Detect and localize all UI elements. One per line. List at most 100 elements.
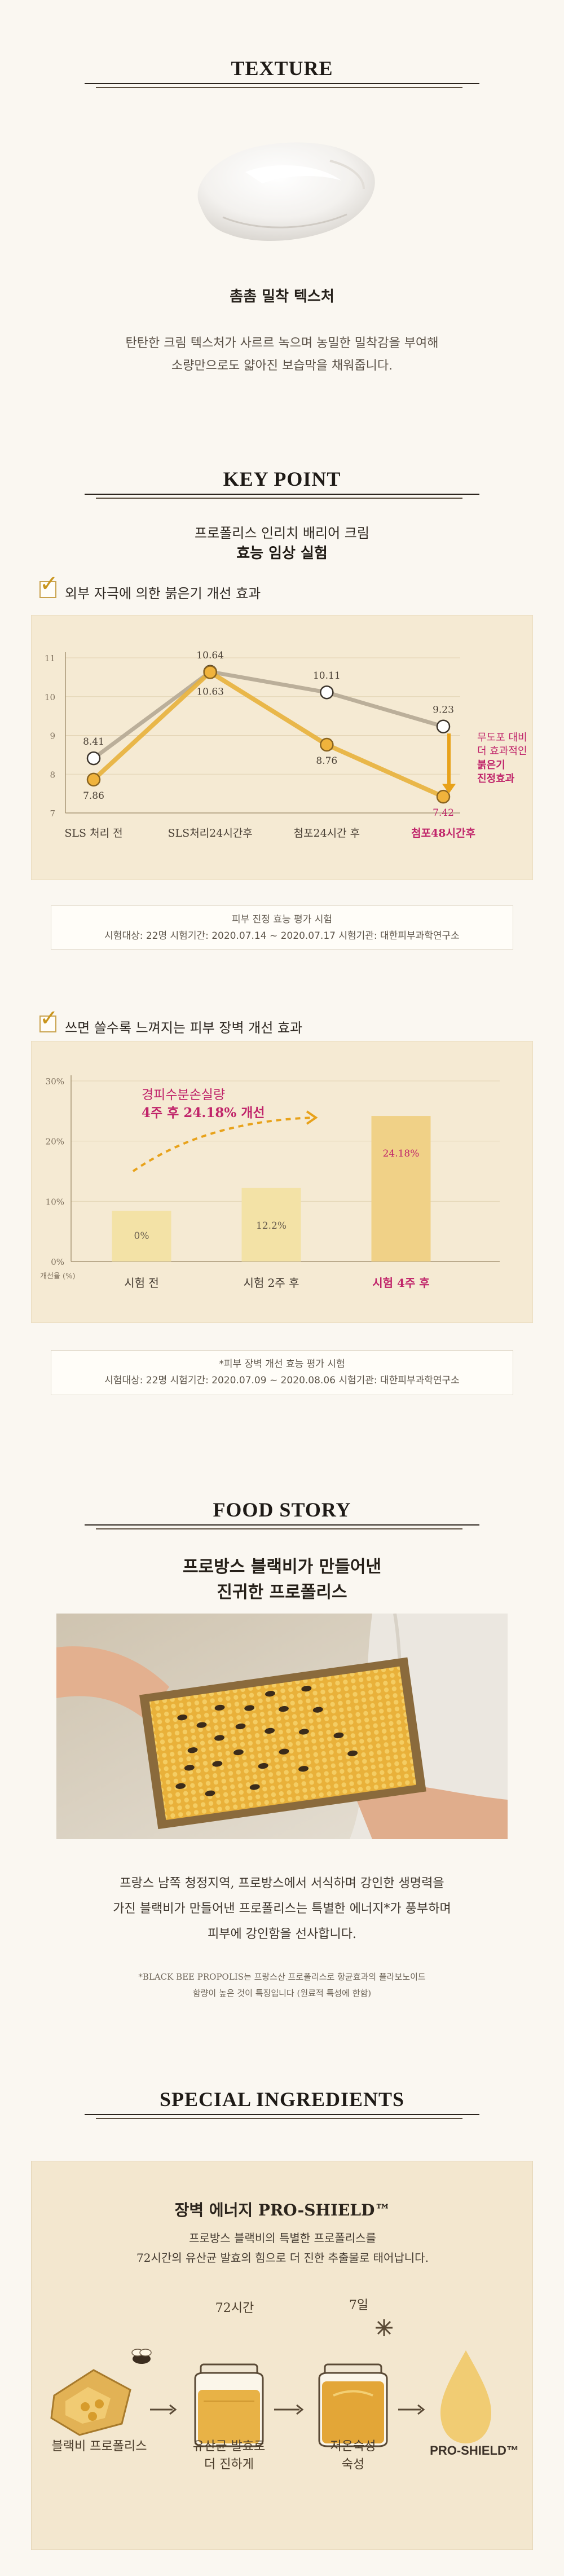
texture-heading-rule	[85, 82, 479, 90]
snowflake-icon	[376, 2319, 393, 2336]
hydration-label: 쓰면 쓸수록 느껴지는 피부 장벽 개선 효과	[65, 1020, 303, 1036]
step2-label: 유산균 발효로 더 진하게	[184, 2438, 274, 2474]
foodstory-footnote-line1: *BLACK BEE PROPOLIS는 프랑스산 프로폴리스로 항균효과의 플…	[138, 1972, 426, 1982]
hydration-chart-panel: 30% 20% 10% 0% 개선율 (%) 0% 시험 전 12.2% 시험 2주 후 24.1…	[31, 1041, 533, 1323]
y-tick-label: 10%	[46, 1197, 64, 1207]
keypoint-heading-rule	[85, 493, 479, 500]
redness-note-line1: 피부 진정 효능 평가 시험	[231, 914, 332, 925]
data-point	[436, 719, 451, 733]
step2-label-line1: 유산균 발효로	[192, 2439, 266, 2454]
redness-callout-line2: 더 효과적인	[477, 745, 527, 758]
y-tick-label: 20%	[46, 1137, 64, 1147]
data-label: 8.41	[83, 736, 104, 748]
data-label: 10.64	[196, 650, 224, 661]
cream-texture-image	[197, 142, 375, 241]
y-tick-label: 7	[50, 808, 55, 819]
step3-label-line1: 저온숙성	[330, 2439, 376, 2454]
data-point	[86, 751, 101, 766]
bar	[112, 1211, 171, 1261]
bar	[371, 1116, 431, 1261]
y-tick-label: 9	[50, 731, 55, 741]
redness-callout: 무도포 대비 더 효과적인 붉은기 진정효과	[477, 731, 531, 786]
hydration-bar-chart: 30% 20% 10% 0% 개선율 (%) 0% 시험 전 12.2% 시험 2주 후 24.1…	[40, 1075, 500, 1290]
data-point	[320, 685, 334, 700]
hydration-checkbox	[39, 1016, 56, 1032]
bar-value-label: 12.2%	[256, 1220, 287, 1232]
foodstory-body-line2: 가진 블랙비가 만들어낸 프로폴리스는 특별한 에너지*가 풍부하며	[113, 1902, 451, 1916]
foodstory-title-line1: 프로방스 블랙비가 만들어낸	[182, 1557, 382, 1577]
x-category-label: 시험 전	[124, 1276, 159, 1290]
foodstory-body-line1: 프랑스 남쪽 청정지역, 프로방스에서 서식하며 강인한 생명력을	[120, 1876, 444, 1891]
data-label: 7.42	[433, 807, 454, 819]
data-label: 10.63	[196, 686, 224, 697]
texture-subtitle: 촘촘 밀착 텍스처	[230, 288, 334, 305]
step1-label: 블랙비 프로폴리스	[51, 2439, 147, 2454]
step3-label: 저온숙성 숙성	[316, 2438, 390, 2474]
texture-desc-line2: 소량만으로도 얇아진 보습막을 채워줍니다.	[171, 359, 393, 373]
data-point	[86, 772, 101, 787]
redness-callout-line4: 진정효과	[477, 772, 515, 785]
foodstory-heading-rule	[85, 1523, 479, 1531]
hydration-note-line2: 시험대상: 22명 시험기간: 2020.07.09 ~ 2020.08.06 …	[104, 1374, 460, 1386]
data-label: 9.23	[433, 705, 454, 716]
bar	[241, 1188, 301, 1261]
x-category-label: 첨포48시간후	[411, 827, 475, 839]
y-tick-label: 0%	[51, 1257, 64, 1267]
aging-jar-icon	[318, 2363, 388, 2447]
x-category-label: 시험 2주 후	[243, 1276, 299, 1290]
special-paper-panel: 장벽 에너지 PRO-SHIELD™ 프로방스 블랙비의 특별한 프로폴리스를 …	[31, 2161, 533, 2550]
hydration-test-note: *피부 장벽 개선 효능 평가 시험 시험대상: 22명 시험기간: 2020.…	[51, 1350, 513, 1395]
hydration-check-icon: ✓	[39, 1005, 59, 1031]
special-desc-line1: 프로방스 블랙비의 특별한 프로폴리스를	[189, 2231, 376, 2245]
trend-arrow	[132, 1116, 314, 1172]
keypoint-subtitle-line1: 프로폴리스 인리치 배리어 크림	[195, 525, 369, 541]
redness-callout-line1: 무도포 대비	[477, 732, 527, 744]
hydration-callout-line2: 4주 후 24.18% 개선	[142, 1105, 265, 1121]
special-heading: SPECIAL INGREDIENTS	[159, 2088, 405, 2111]
honeycomb-icon	[50, 2369, 131, 2436]
redness-test-note: 피부 진정 효능 평가 시험 시험대상: 22명 시험기간: 2020.07.1…	[51, 905, 513, 949]
redness-line-chart: 11 10 9 8 7 8.41 10.64 10.11 9.23 7.86 10.63 8.76 7.…	[45, 650, 475, 839]
data-point	[203, 665, 217, 679]
hydration-callout: 경피수분손실량 4주 후 24.18% 개선	[142, 1087, 265, 1122]
data-label: 8.76	[316, 755, 337, 767]
beekeeper-honeycomb-photo	[56, 1614, 508, 1839]
y-tick-label: 8	[50, 770, 55, 780]
foodstory-footnote: *BLACK BEE PROPOLIS는 프랑스산 프로폴리스로 항균효과의 플…	[85, 1969, 479, 2001]
bee-icon	[131, 2349, 152, 2364]
trend-arrow-head	[306, 1110, 318, 1125]
foodstory-heading: FOOD STORY	[213, 1498, 351, 1521]
y-tick-label: 30%	[46, 1076, 64, 1087]
step3-top-label: 7일	[349, 2298, 369, 2313]
redness-callout-line3: 붉은기	[477, 759, 505, 771]
keypoint-heading: KEY POINT	[223, 468, 341, 490]
data-point	[436, 789, 451, 804]
special-title: 장벽 에너지 PRO-SHIELD™	[174, 2201, 391, 2219]
series-line-1	[92, 670, 444, 760]
process-illustration	[50, 2319, 491, 2447]
redness-chart-panel: 11 10 9 8 7 8.41 10.64 10.11 9.23 7.86 10.63 8.76 7.…	[31, 615, 533, 880]
data-point	[320, 737, 334, 752]
step2-top-label: 72시간	[215, 2301, 254, 2315]
y-tick-label: 10	[45, 692, 55, 702]
data-label: 7.86	[83, 790, 104, 802]
redness-check-icon: ✓	[39, 571, 59, 597]
pro-shield-label: PRO-SHIELD™	[430, 2443, 519, 2458]
x-category-label: SLS처리24시간후	[168, 827, 253, 839]
foodstory-footnote-line2: 함량이 높은 것이 특징입니다 (원료적 특성에 한함)	[192, 1988, 372, 1998]
step2-label-line2: 더 진하게	[204, 2457, 254, 2472]
x-category-label: 첨포24시간 후	[294, 827, 360, 839]
redness-checkbox	[39, 581, 56, 598]
pro-shield-drop-icon	[440, 2350, 491, 2443]
texture-heading: TEXTURE	[231, 57, 333, 80]
fermentation-jar-icon	[194, 2363, 264, 2447]
decrease-arrow-head	[442, 784, 456, 794]
step3-label-line2: 숙성	[341, 2457, 365, 2472]
data-label: 10.11	[313, 670, 341, 682]
hydration-callout-line1: 경피수분손실량	[142, 1088, 226, 1102]
redness-label: 외부 자극에 의한 붉은기 개선 효과	[65, 586, 261, 601]
texture-desc-line1: 탄탄한 크림 텍스처가 사르르 녹으며 농밀한 밀착감을 부여해	[125, 336, 439, 350]
redness-note-line2: 시험대상: 22명 시험기간: 2020.07.14 ~ 2020.07.17 …	[104, 930, 460, 942]
hydration-note-line1: *피부 장벽 개선 효능 평가 시험	[219, 1359, 345, 1370]
x-category-label: SLS 처리 전	[64, 827, 122, 839]
